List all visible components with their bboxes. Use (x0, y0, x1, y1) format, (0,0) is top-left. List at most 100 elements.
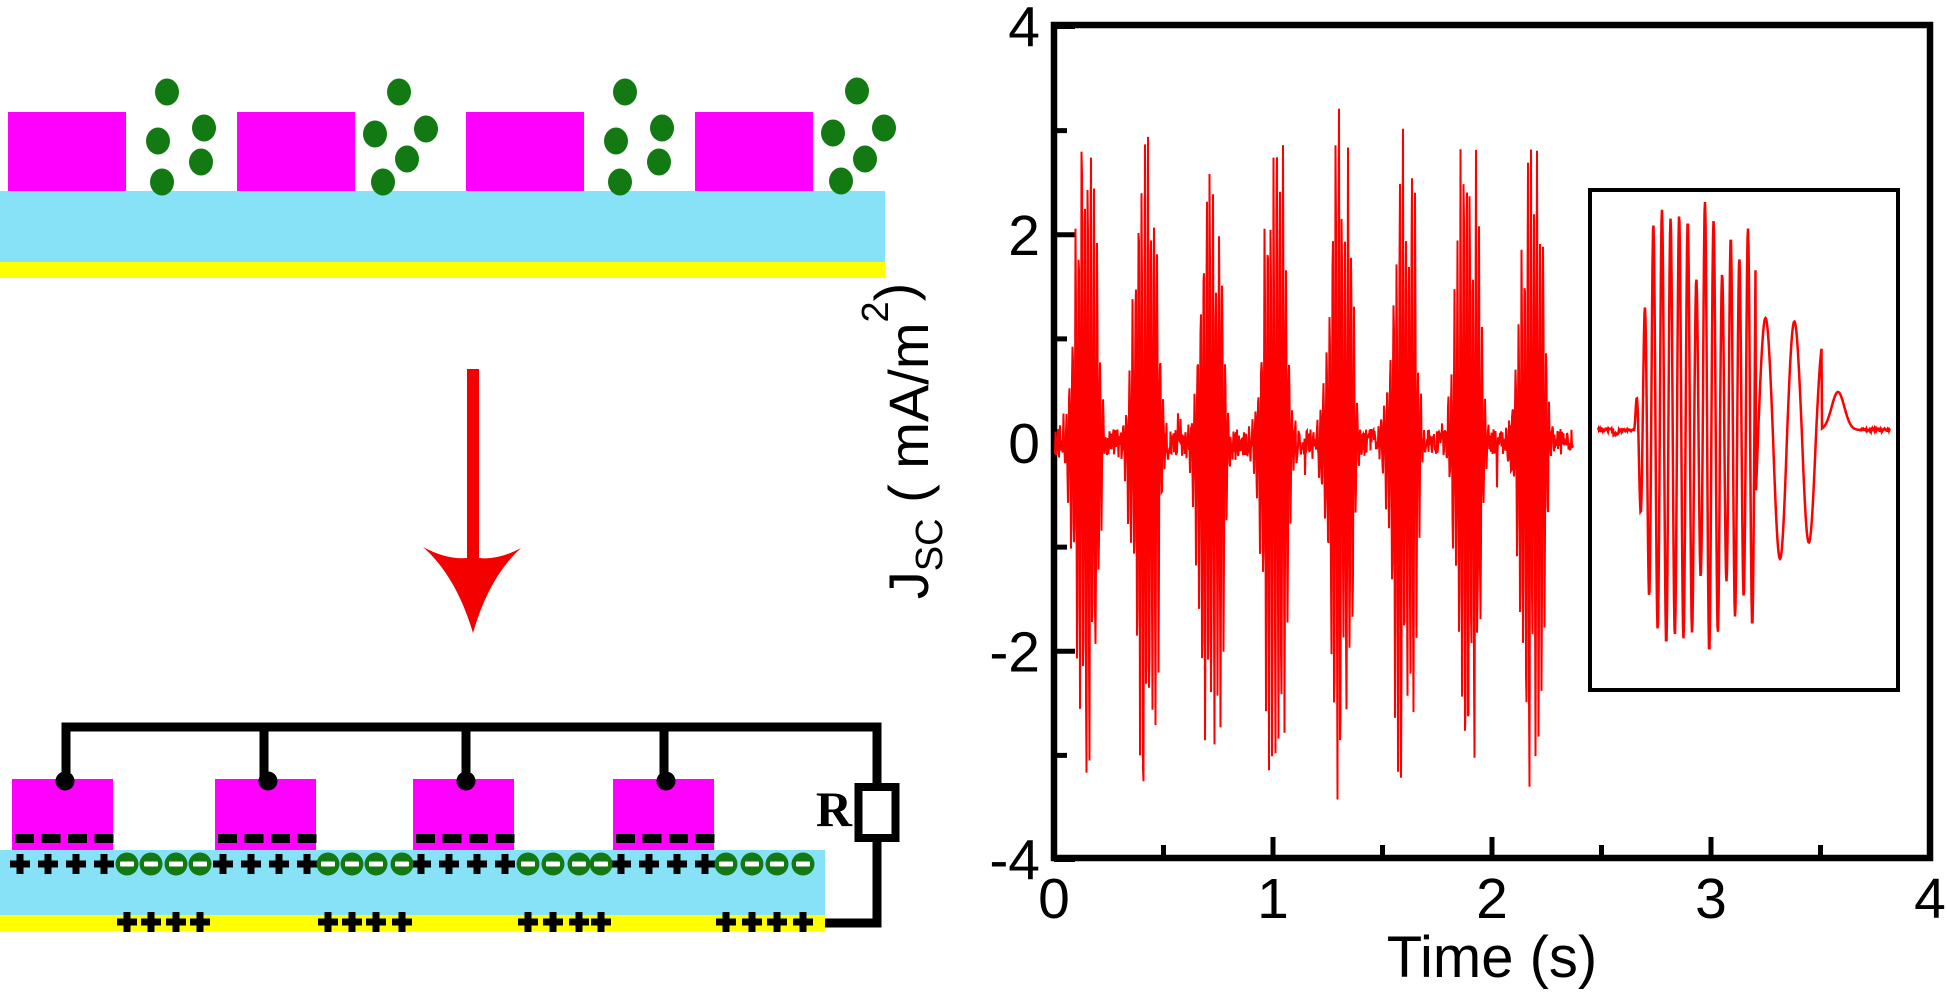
minus-bar (321, 861, 335, 867)
negative-charge-dash (642, 834, 662, 843)
negative-charge-dash (695, 834, 715, 843)
surface-positive-charge (639, 854, 659, 874)
particle-dot (155, 78, 179, 106)
particle-dot (189, 148, 213, 176)
electrode-positive-charge (117, 912, 137, 932)
negative-charge-dash (616, 834, 635, 843)
electrode-positive-charge (342, 912, 362, 932)
electrode-positive-charge (716, 912, 736, 932)
negative-charge-dash (442, 834, 462, 843)
particle-dot (647, 148, 671, 176)
particle-dot (414, 115, 438, 143)
surface-positive-charge (213, 854, 233, 874)
minus-bar (745, 861, 759, 867)
minus-bar (719, 861, 733, 867)
x-tick-label: 4 (1914, 867, 1946, 931)
minus-bar (144, 861, 158, 867)
minus-bar (521, 861, 535, 867)
wire-contact-dot (55, 771, 75, 791)
negative-charge-dash (68, 834, 87, 843)
particle-dot (650, 114, 674, 142)
particle-dot (192, 114, 216, 142)
arrow-head (423, 547, 521, 633)
particle-dot (853, 145, 877, 173)
y-tick-label: 2 (1008, 204, 1040, 268)
negative-charge-dash (244, 834, 264, 843)
wire-contact-dot (656, 771, 676, 791)
negative-charge-dash (669, 834, 688, 843)
x-tick-label: 1 (1257, 867, 1289, 931)
x-tick-label: 0 (1038, 867, 1070, 931)
surface-positive-charge (411, 854, 431, 874)
negative-charge-dash (416, 834, 435, 843)
electrode-positive-charge (742, 912, 762, 932)
surface-positive-charge (495, 854, 515, 874)
particle-dot (613, 78, 637, 106)
surface-positive-charge (611, 854, 631, 874)
particle-dot (150, 168, 174, 196)
electrode-positive-charge (141, 912, 161, 932)
particle-dot (395, 145, 419, 173)
electrode-positive-charge (569, 912, 589, 932)
particle-dot (608, 168, 632, 196)
negative-charge-dash (495, 834, 515, 843)
minus-bar (796, 861, 810, 867)
minus-bar (193, 861, 207, 867)
inset-trace (1596, 201, 1891, 650)
electrode-positive-charge (392, 912, 412, 932)
minus-bar (169, 861, 183, 867)
surface-positive-charge (66, 854, 86, 874)
output-current-chart: -4 -2 0 2 4 0 1 2 3 4 Time (s) JSC ( mA/m2) (855, 0, 1946, 990)
transition-arrow (423, 369, 521, 633)
top-friction-block (237, 112, 355, 191)
top-bottom-electrode-layer (0, 262, 885, 278)
negative-charge-dash (469, 834, 488, 843)
minus-bar (770, 861, 784, 867)
top-friction-block (8, 112, 126, 191)
resistor-body (854, 783, 900, 842)
y-tick-label: 0 (1008, 412, 1040, 476)
minus-bar (546, 861, 560, 867)
surface-positive-charge (667, 854, 687, 874)
electrode-positive-charge (543, 912, 563, 932)
schematic-charged-circuit: R (0, 722, 900, 932)
surface-positive-charge (695, 854, 715, 874)
surface-positive-charge (439, 854, 459, 874)
schematic-initial-state (0, 77, 896, 278)
minus-bar (572, 861, 586, 867)
electrode-positive-charge (518, 912, 538, 932)
negative-charge-dash (94, 834, 114, 843)
minus-bar (369, 861, 383, 867)
surface-positive-charge (94, 854, 114, 874)
particle-dot (387, 78, 411, 106)
electrode-positive-charge (318, 912, 338, 932)
particle-dot (363, 120, 387, 148)
negative-charge-dash (297, 834, 317, 843)
electrode-positive-charge (166, 912, 186, 932)
top-substrate-layer (0, 191, 885, 262)
surface-positive-charge (241, 854, 261, 874)
x-tick-label: 2 (1476, 867, 1508, 931)
electrode-positive-charge (366, 912, 386, 932)
electrode-positive-charge (591, 912, 611, 932)
top-friction-block (466, 112, 584, 191)
electrode-positive-charge (190, 912, 210, 932)
arrow-shaft (467, 369, 479, 561)
particle-dot (845, 77, 869, 105)
particle-dot (146, 127, 170, 155)
particle-dot (371, 168, 395, 196)
surface-positive-charge (467, 854, 487, 874)
minus-bar (120, 861, 134, 867)
top-friction-block (695, 112, 813, 191)
resistor-label: R (816, 781, 853, 837)
y-tick-label: -4 (989, 829, 1040, 893)
x-axis-label: Time (s) (1387, 925, 1597, 990)
current-trace (1054, 108, 1574, 800)
negative-charge-dash (218, 834, 237, 843)
x-tick-label: 3 (1695, 867, 1727, 931)
minus-bar (395, 861, 409, 867)
particle-dot (604, 127, 628, 155)
particle-dot (872, 114, 896, 142)
inset-frame (1588, 188, 1900, 692)
